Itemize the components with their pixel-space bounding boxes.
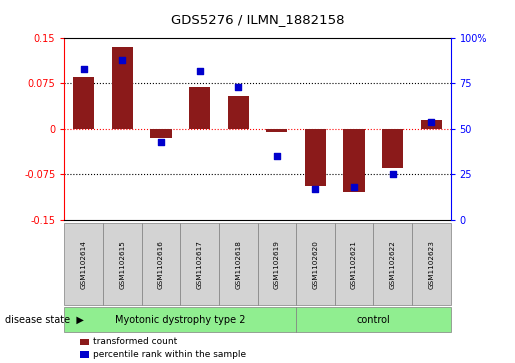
Bar <box>189 86 210 129</box>
Bar <box>228 95 249 129</box>
Text: percentile rank within the sample: percentile rank within the sample <box>93 350 246 359</box>
Text: control: control <box>356 315 390 325</box>
Bar <box>305 129 326 186</box>
Text: GSM1102617: GSM1102617 <box>197 240 202 289</box>
Point <box>118 57 127 63</box>
Point <box>234 84 242 90</box>
Text: GSM1102619: GSM1102619 <box>274 240 280 289</box>
Point <box>196 68 204 74</box>
Text: GSM1102620: GSM1102620 <box>313 240 318 289</box>
Point <box>79 66 88 72</box>
Text: GSM1102615: GSM1102615 <box>119 240 125 289</box>
Text: transformed count: transformed count <box>93 338 177 346</box>
Text: GSM1102618: GSM1102618 <box>235 240 241 289</box>
Text: GDS5276 / ILMN_1882158: GDS5276 / ILMN_1882158 <box>171 13 344 26</box>
Point <box>427 119 435 125</box>
Bar <box>344 129 365 192</box>
Point <box>388 171 397 177</box>
Point <box>311 186 319 192</box>
Text: GSM1102623: GSM1102623 <box>428 240 434 289</box>
Text: Myotonic dystrophy type 2: Myotonic dystrophy type 2 <box>115 315 246 325</box>
Text: GSM1102621: GSM1102621 <box>351 240 357 289</box>
Bar <box>382 129 403 168</box>
Text: GSM1102616: GSM1102616 <box>158 240 164 289</box>
Bar <box>112 47 133 129</box>
Point <box>273 153 281 159</box>
Text: GSM1102614: GSM1102614 <box>81 240 87 289</box>
Bar <box>421 120 442 129</box>
Bar <box>150 129 171 138</box>
Text: disease state  ▶: disease state ▶ <box>5 315 84 325</box>
Bar <box>73 77 94 129</box>
Point <box>157 139 165 144</box>
Text: GSM1102622: GSM1102622 <box>390 240 396 289</box>
Bar <box>266 129 287 132</box>
Point <box>350 184 358 190</box>
